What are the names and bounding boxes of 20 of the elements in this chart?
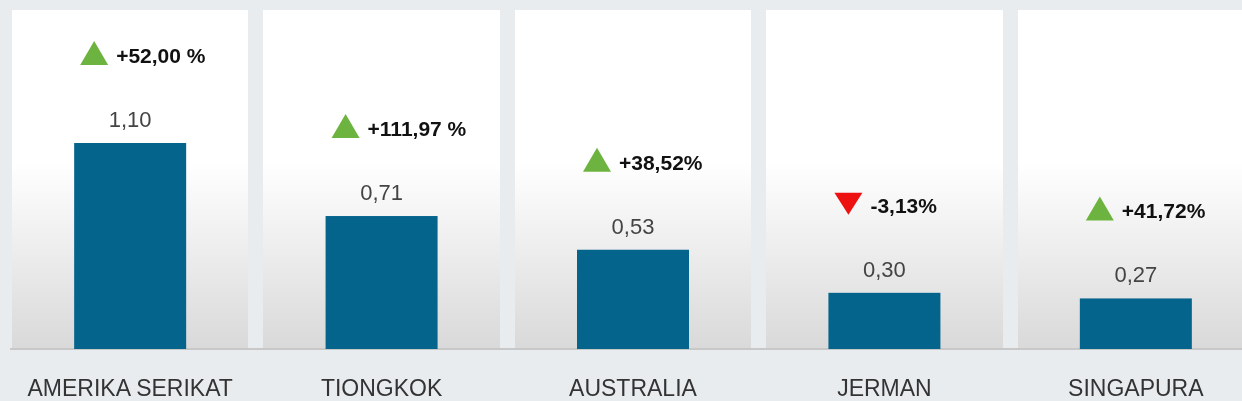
- bar: [828, 292, 941, 349]
- data-label: 0,53: [611, 213, 655, 239]
- data-label: 0,71: [360, 180, 403, 206]
- annotation: -3,13%: [870, 193, 938, 217]
- bar: [325, 216, 438, 349]
- data-label: 1,10: [108, 107, 152, 132]
- x-tick-label: AMERIKA SERIKAT: [27, 375, 233, 401]
- annotation: +38,52%: [619, 150, 703, 174]
- x-tick-label: TIONGKOK: [320, 375, 443, 401]
- text: +111,97 %: [367, 117, 467, 141]
- annotation: +41,72%: [1121, 199, 1206, 223]
- x-tick-label: AUSTRALIA: [569, 375, 698, 401]
- text: +52,00 %: [116, 44, 206, 67]
- data-label: 0,27: [1114, 262, 1158, 288]
- bar: [577, 249, 689, 349]
- x-tick-label: SINGAPURA: [1068, 375, 1205, 401]
- bar: [1079, 298, 1192, 349]
- bar: [74, 143, 187, 349]
- data-label: 0,30: [863, 256, 906, 282]
- x-tick-label: JERMAN: [837, 375, 932, 401]
